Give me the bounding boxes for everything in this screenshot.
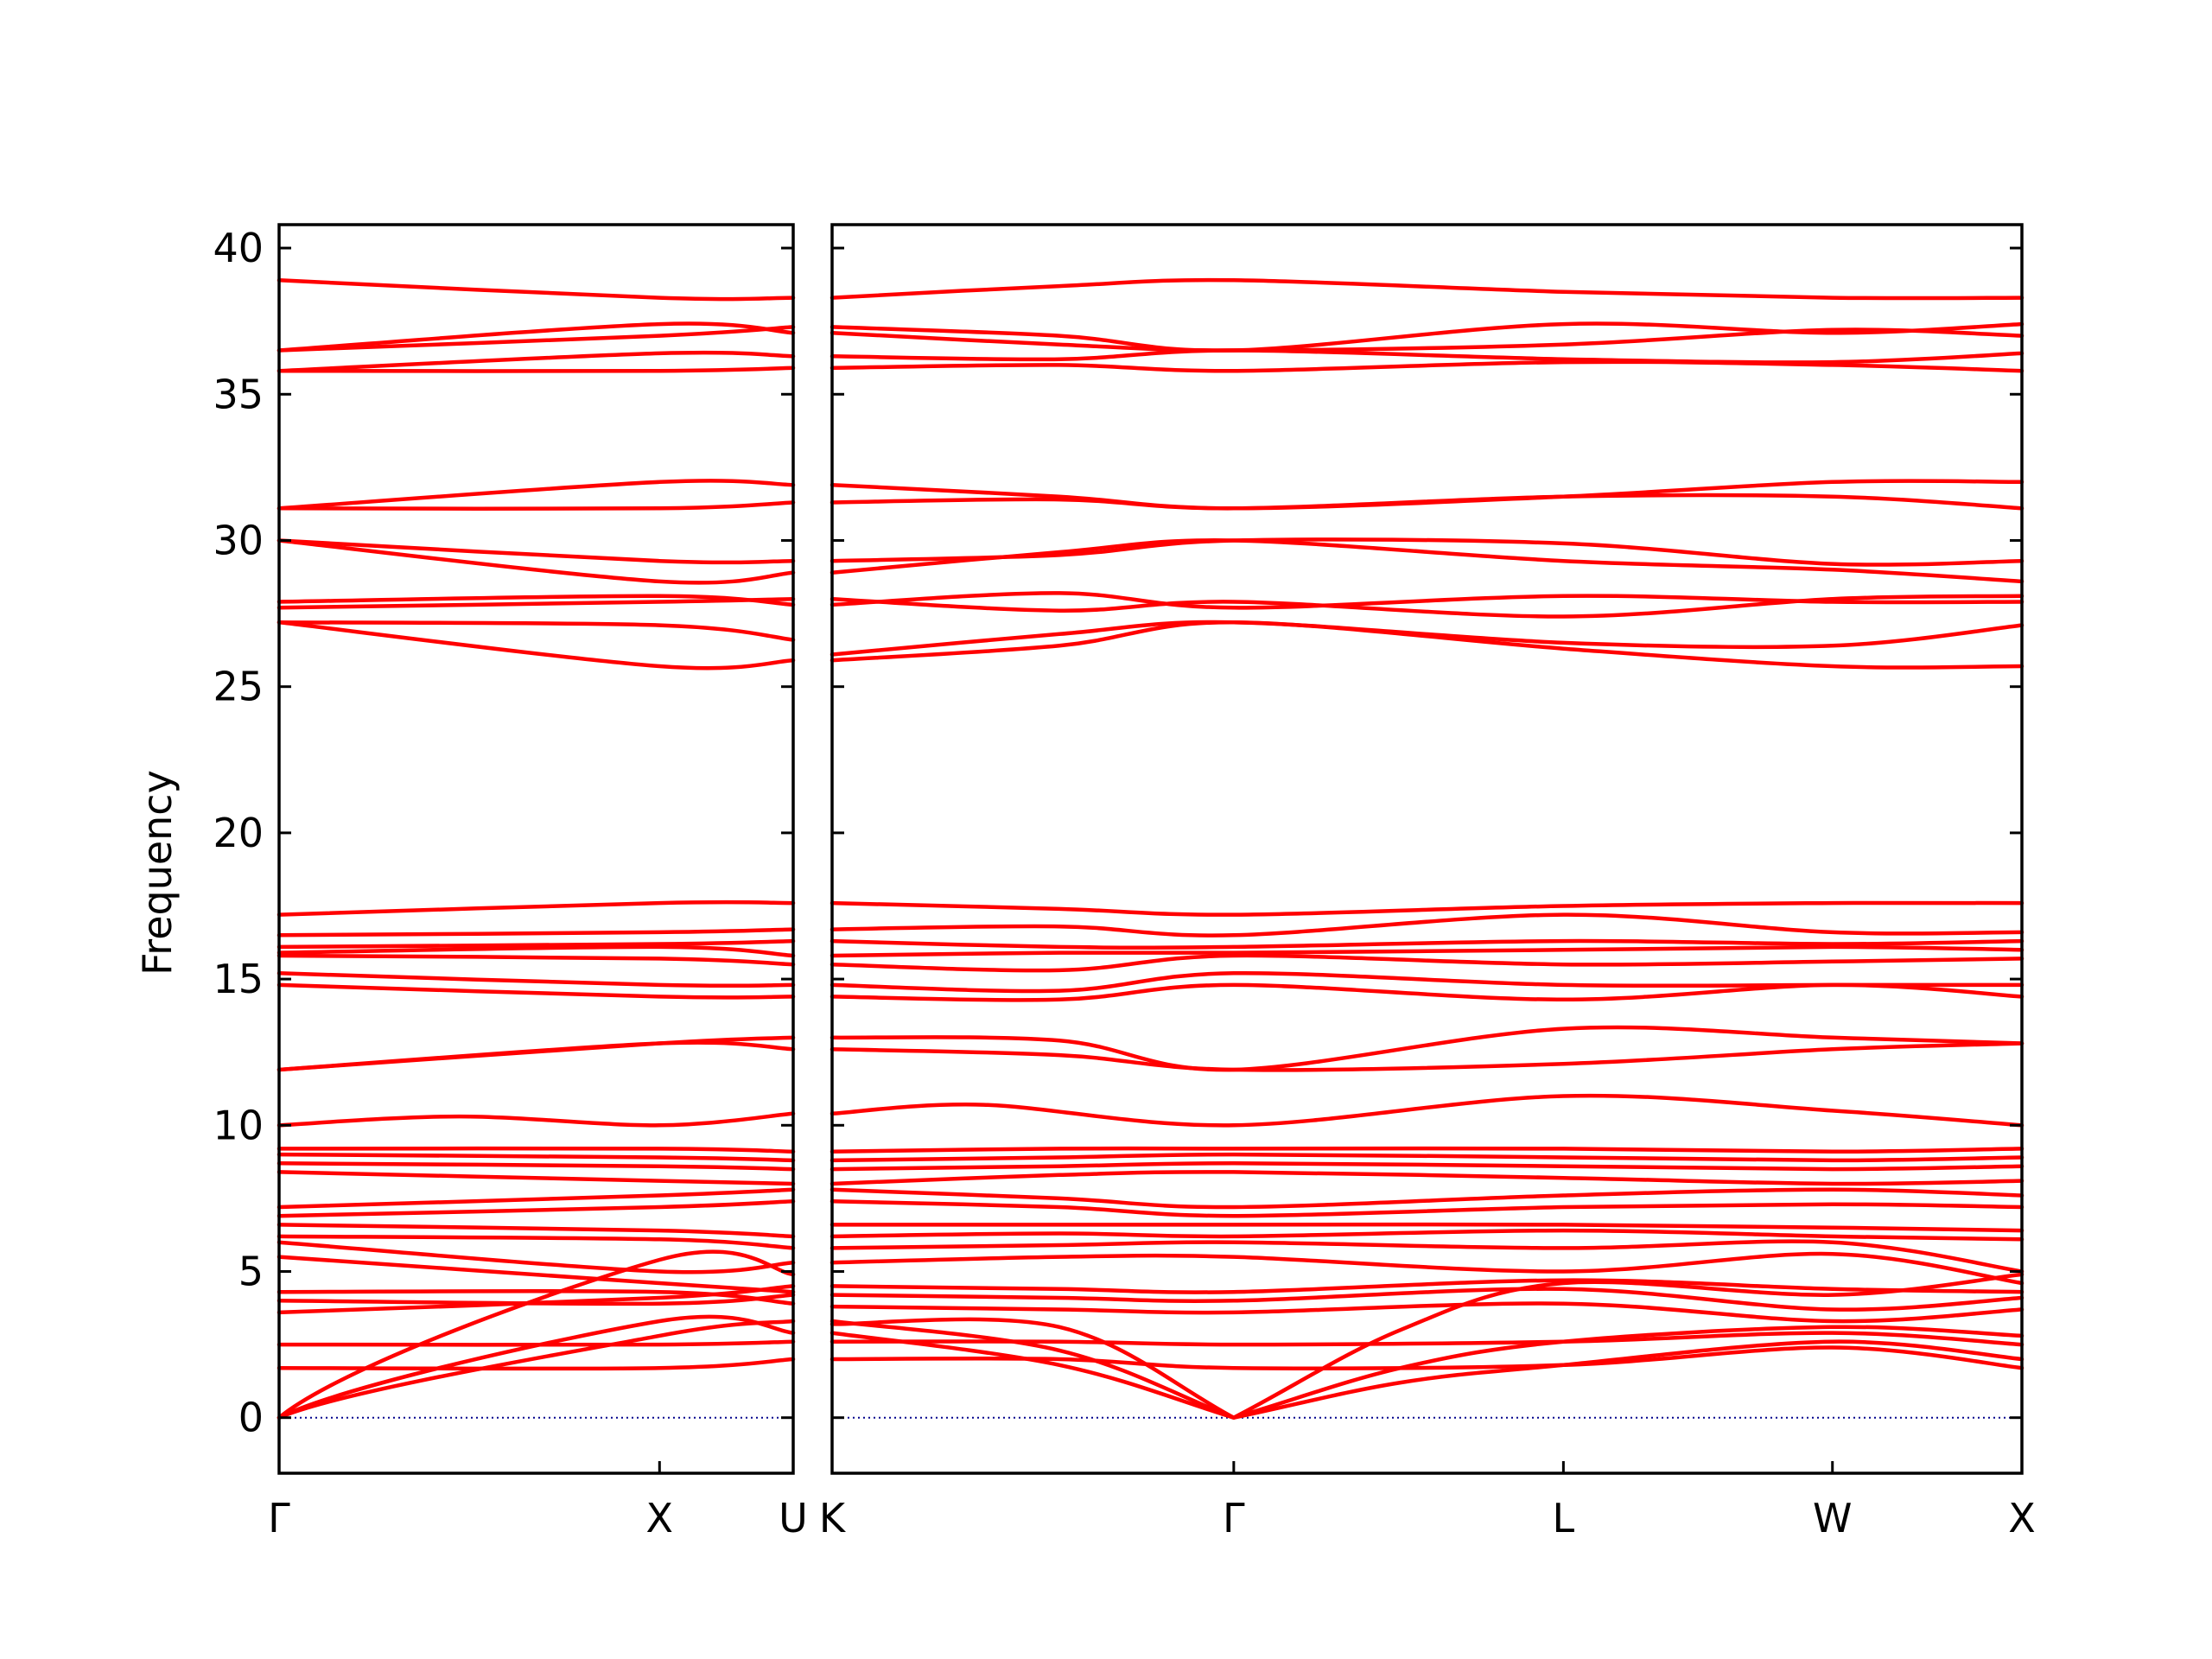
band-line-right-25	[830, 944, 2024, 958]
band-line-right-27	[830, 912, 2024, 938]
band-line-left-9	[276, 1255, 796, 1294]
band-line-left-22	[276, 982, 796, 1000]
band-line-left-13	[276, 1199, 796, 1218]
band-line-right-40	[830, 321, 2024, 353]
band-line-left-15	[276, 1170, 796, 1186]
x-tick-label-right-5: X	[2008, 1495, 2036, 1541]
band-line-right-14	[830, 1187, 2024, 1210]
band-line-left-10	[276, 1240, 796, 1274]
y-tick-label: 10	[213, 1102, 264, 1148]
band-line-left-19	[276, 1111, 796, 1128]
band-line-left-30	[276, 620, 796, 642]
band-line-right-5	[830, 1331, 2024, 1347]
band-line-left-37	[276, 365, 796, 373]
band-line-left-34	[276, 538, 796, 565]
band-line-left-24	[276, 953, 796, 967]
band-line-left-36	[276, 479, 796, 511]
band-line-right-16	[830, 1161, 2024, 1172]
band-line-right-31	[830, 591, 2024, 610]
band-line-left-2	[276, 1314, 796, 1420]
band-line-left-40	[276, 321, 796, 353]
y-axis-title: Frequency	[134, 770, 181, 976]
band-line-right-11	[830, 1228, 2024, 1242]
band-line-left-12	[276, 1223, 796, 1239]
band-line-right-7	[830, 1287, 2024, 1312]
band-line-right-41	[830, 277, 2024, 301]
band-line-left-41	[276, 278, 796, 302]
y-tick-label: 30	[213, 517, 264, 563]
x-tick-label-left-1: Γ	[268, 1495, 290, 1541]
x-tick-label-right-1: K	[819, 1495, 847, 1541]
band-line-right-38	[830, 348, 2024, 365]
panel-frame-right	[830, 223, 2024, 1475]
y-tick-label: 20	[213, 810, 264, 856]
band-line-right-32	[830, 594, 2024, 619]
band-line-right-34	[830, 537, 2024, 567]
x-tick-label-left-3: U	[779, 1495, 808, 1541]
band-line-left-25	[276, 944, 796, 958]
band-line-right-28	[830, 900, 2024, 917]
band-line-right-26	[830, 938, 2024, 950]
band-line-left-23	[276, 971, 796, 988]
x-tick-label-left-2: X	[646, 1495, 674, 1541]
band-line-right-3	[830, 1272, 2024, 1420]
band-line-right-18	[830, 1146, 2024, 1154]
band-line-right-8	[830, 1278, 2024, 1294]
band-line-left-3	[276, 1249, 796, 1420]
band-line-left-11	[276, 1234, 796, 1250]
y-tick-label: 35	[213, 371, 264, 417]
band-line-left-38	[276, 350, 796, 373]
band-line-right-30	[830, 620, 2024, 657]
band-line-left-17	[276, 1152, 796, 1163]
band-line-right-36	[830, 479, 2024, 511]
band-line-left-28	[276, 899, 796, 917]
panel-frame-left	[277, 223, 795, 1475]
band-line-right-9	[830, 1251, 2024, 1286]
band-line-right-10	[830, 1239, 2024, 1274]
band-line-left-5	[276, 1339, 796, 1347]
band-line-right-19	[830, 1093, 2024, 1128]
band-line-left-33	[276, 538, 796, 585]
y-tick-label: 5	[238, 1248, 264, 1294]
band-line-right-17	[830, 1152, 2024, 1163]
band-line-right-12	[830, 1222, 2024, 1233]
band-line-left-14	[276, 1187, 796, 1210]
band-line-right-15	[830, 1170, 2024, 1186]
band-line-left-29	[276, 620, 796, 671]
x-tick-label-right-2: Γ	[1223, 1495, 1245, 1541]
band-line-left-16	[276, 1161, 796, 1172]
x-tick-label-right-3: L	[1553, 1495, 1575, 1541]
band-line-left-35	[276, 500, 796, 512]
y-tick-label: 0	[238, 1395, 264, 1441]
band-line-right-24	[830, 953, 2024, 973]
band-line-right-13	[830, 1199, 2024, 1218]
band-line-right-21	[830, 1041, 2024, 1072]
band-line-right-6	[830, 1301, 2024, 1324]
band-line-right-37	[830, 359, 2024, 373]
band-line-left-32	[276, 594, 796, 607]
y-tick-label: 40	[213, 225, 264, 271]
band-line-right-4	[830, 1345, 2024, 1370]
band-line-left-27	[276, 927, 796, 938]
band-line-right-23	[830, 970, 2024, 994]
x-tick-label-right-4: W	[1813, 1495, 1852, 1541]
band-line-right-1	[830, 1319, 2024, 1420]
band-line-left-26	[276, 938, 796, 950]
band-line-right-20	[830, 1025, 2024, 1072]
band-line-left-18	[276, 1146, 796, 1154]
band-line-right-39	[830, 327, 2024, 353]
band-line-left-8	[276, 1288, 796, 1306]
band-line-left-21	[276, 1040, 796, 1072]
y-tick-label: 15	[213, 956, 264, 1002]
y-tick-label: 25	[213, 664, 264, 710]
band-line-left-4	[276, 1357, 796, 1371]
